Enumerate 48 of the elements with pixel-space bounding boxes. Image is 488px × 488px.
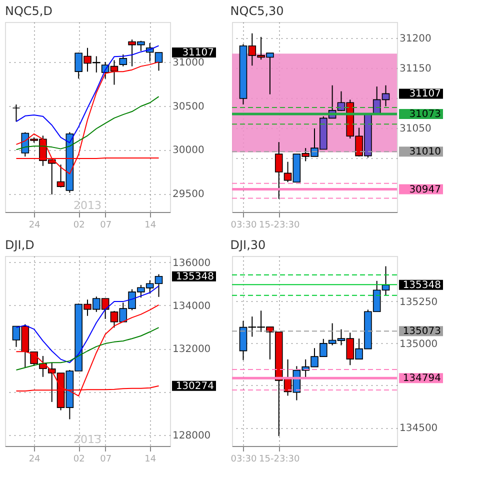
candlestick (119, 54, 128, 67)
ref-line-label: 31073 (409, 109, 441, 120)
x-tick-label: 02 (73, 454, 85, 464)
text: 135348 (176, 271, 214, 282)
chart-title: NQC5,D (5, 4, 52, 18)
y-tick-label: 134000 (172, 300, 211, 312)
annotation: 2013 (74, 433, 102, 446)
x-tick-label: 24 (28, 454, 41, 464)
x-tick-label: 15-23:30 (259, 220, 300, 230)
y-tick-label: 30500 (172, 101, 204, 112)
text: 130274 (176, 380, 214, 392)
y-tick-label: 31000 (172, 57, 204, 68)
y-tick-label: 135000 (400, 338, 438, 350)
text: 31107 (409, 88, 441, 100)
ref-line-label: 134794 (402, 373, 441, 384)
y-tick-label: 136000 (172, 258, 211, 269)
y-tick-label: 30000 (172, 145, 204, 156)
x-tick-label: 14 (144, 454, 156, 464)
y-tick-label: 132000 (172, 344, 211, 356)
line-series (16, 45, 160, 144)
y-tick-label: 128000 (172, 430, 211, 442)
x-tick-label: 14 (144, 220, 156, 230)
ref-line-label: 135073 (402, 326, 441, 338)
y-tick-label: 134500 (400, 423, 438, 434)
x-tick-label: 02 (73, 220, 85, 230)
ref-line-label: 30947 (409, 184, 441, 196)
x-tick-label: 15-23:30 (259, 454, 300, 464)
x-tick-label: 03:30 (230, 454, 257, 464)
y-tick-label: 135250 (400, 296, 438, 308)
y-tick-label: 31150 (400, 64, 432, 75)
x-tick-label: 07 (100, 220, 112, 230)
chart-title: DJI,30 (230, 238, 266, 252)
text: 31107 (182, 48, 214, 59)
x-tick-label: 24 (28, 220, 41, 230)
ref-line-label: 31010 (409, 146, 441, 158)
y-tick-label: 31200 (400, 34, 432, 45)
y-tick-label: 31050 (400, 123, 432, 134)
x-tick-label: 03:30 (230, 220, 257, 230)
x-tick-label: 07 (100, 454, 112, 464)
line-series (16, 304, 160, 396)
line-series (16, 327, 160, 370)
annotation: 2013 (74, 199, 102, 212)
y-tick-label: 29500 (172, 189, 204, 200)
candlestick (274, 142, 283, 200)
chart-title: DJI,D (5, 238, 34, 252)
text: 135348 (402, 280, 441, 291)
candlestick (12, 104, 20, 122)
chart-title: NQC5,30 (230, 4, 284, 18)
